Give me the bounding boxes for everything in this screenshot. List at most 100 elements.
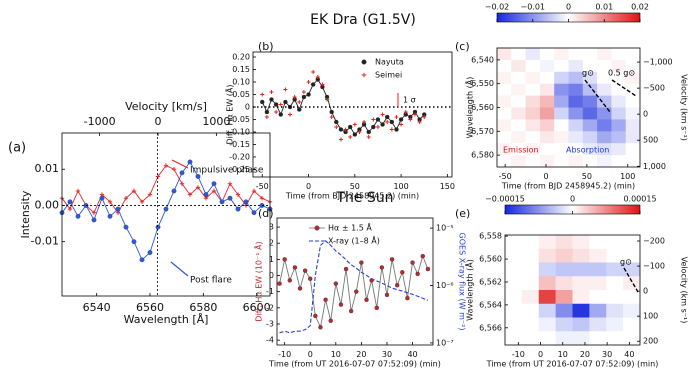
data-point bbox=[123, 224, 129, 230]
heatmap-cell bbox=[572, 262, 590, 277]
tick-label: 0 bbox=[538, 350, 543, 359]
tick-label: 6600 bbox=[243, 301, 271, 314]
tick-label: -10 bbox=[512, 350, 525, 359]
data-point bbox=[283, 87, 288, 92]
tick-label: −500 bbox=[643, 84, 665, 93]
heatmap-cell bbox=[538, 262, 556, 277]
y-axis-title: Diff. Hα EW (10⁻¹ Å) bbox=[253, 241, 264, 321]
data-point bbox=[415, 271, 420, 277]
heatmap-cell bbox=[589, 248, 607, 263]
y2-axis-title: GOES X-ray flux (W m⁻²) bbox=[458, 233, 467, 331]
tick-label: 6,558 bbox=[479, 232, 502, 241]
annotation-arrow bbox=[170, 261, 189, 277]
heatmap-cell bbox=[611, 119, 626, 132]
heatmap-cell bbox=[521, 276, 540, 291]
heatmap-cell bbox=[554, 131, 569, 144]
data-point bbox=[375, 125, 380, 129]
annotation: g⊙ bbox=[582, 69, 594, 78]
tick-label: 0 bbox=[306, 182, 311, 191]
heatmap-cell bbox=[554, 95, 569, 108]
data-point bbox=[227, 181, 233, 186]
data-point bbox=[139, 257, 145, 263]
legend-marker bbox=[314, 225, 320, 231]
heatmap-cell bbox=[511, 107, 526, 120]
data-line bbox=[279, 240, 429, 334]
series-annotation: Post flare bbox=[190, 276, 232, 286]
data-point bbox=[422, 115, 427, 119]
heatmap-cell bbox=[568, 83, 584, 96]
heatmap-cell bbox=[554, 59, 569, 73]
data-point bbox=[301, 94, 307, 100]
heatmap-cell bbox=[623, 317, 641, 332]
heatmap-cell bbox=[582, 83, 598, 96]
data-point bbox=[297, 107, 302, 112]
heatmap-cell bbox=[497, 107, 512, 120]
data-line bbox=[261, 78, 425, 136]
heatmap-cell bbox=[625, 71, 641, 84]
tick-label: −200 bbox=[643, 237, 665, 246]
data-point bbox=[292, 95, 297, 99]
data-point bbox=[195, 174, 201, 179]
heatmap-cell bbox=[582, 131, 598, 144]
heatmap-cell bbox=[555, 290, 573, 305]
annotation: Emission bbox=[503, 146, 539, 155]
heatmap-cell bbox=[597, 83, 612, 96]
data-point bbox=[417, 120, 422, 124]
data-point bbox=[235, 206, 241, 212]
heatmap-cell bbox=[625, 83, 641, 96]
data-point bbox=[251, 188, 257, 194]
heatmap-cell bbox=[525, 107, 541, 120]
data-point bbox=[163, 163, 169, 168]
heatmap-cell bbox=[505, 248, 523, 263]
heatmap-cell bbox=[597, 71, 612, 84]
tick-label: 100 bbox=[643, 312, 658, 321]
heatmap-cell bbox=[555, 303, 573, 318]
heatmap-cell bbox=[597, 119, 612, 132]
data-point bbox=[107, 199, 113, 205]
data-point bbox=[91, 217, 97, 223]
heatmap-cell bbox=[538, 235, 556, 250]
data-point bbox=[251, 210, 257, 216]
heatmap-cell bbox=[511, 119, 526, 132]
tick-label: -0.15 bbox=[229, 140, 250, 149]
tick-label: 6560 bbox=[136, 301, 164, 314]
heatmap-cell bbox=[625, 131, 641, 144]
data-point bbox=[75, 213, 81, 219]
heatmap-cell bbox=[623, 290, 641, 305]
tick-label: 0 bbox=[155, 115, 162, 128]
data-point bbox=[374, 305, 379, 311]
data-point bbox=[375, 117, 381, 122]
data-point bbox=[385, 120, 390, 124]
legend-label: X-ray (1–8 Å) bbox=[328, 235, 380, 246]
tick-label: 0 bbox=[643, 287, 648, 296]
tick-label: 0.05 bbox=[232, 90, 250, 99]
heatmap-cell bbox=[525, 48, 541, 61]
heatmap-cell bbox=[497, 83, 512, 96]
tick-label: 6,580 bbox=[471, 151, 494, 160]
data-point bbox=[394, 127, 399, 132]
data-point bbox=[348, 308, 354, 314]
heatmap-cell bbox=[505, 262, 523, 277]
data-point bbox=[306, 80, 311, 84]
heatmap-cell bbox=[623, 303, 641, 318]
data-point bbox=[115, 206, 121, 212]
data-point bbox=[357, 130, 362, 134]
x-axis-title: Time (from BJD 2458945.2) (min) bbox=[501, 182, 635, 191]
guide-line bbox=[623, 267, 639, 293]
heatmap-cell bbox=[505, 331, 523, 346]
data-point bbox=[91, 210, 97, 215]
tick-label: 0 bbox=[269, 271, 274, 280]
x-axis-title: Time (from BJD 2458945.2) (min) bbox=[285, 192, 419, 201]
heatmap-cell bbox=[625, 155, 641, 168]
data-point bbox=[338, 302, 344, 307]
data-point bbox=[352, 122, 357, 127]
data-point bbox=[354, 289, 359, 294]
data-point bbox=[264, 109, 270, 115]
heatmap-cell bbox=[538, 290, 556, 305]
data-point bbox=[287, 278, 292, 283]
heatmap-cell bbox=[625, 48, 641, 61]
heatmap-cell bbox=[572, 331, 590, 346]
legend-label: Nayuta bbox=[375, 58, 404, 67]
heatmap-cell bbox=[511, 71, 526, 84]
